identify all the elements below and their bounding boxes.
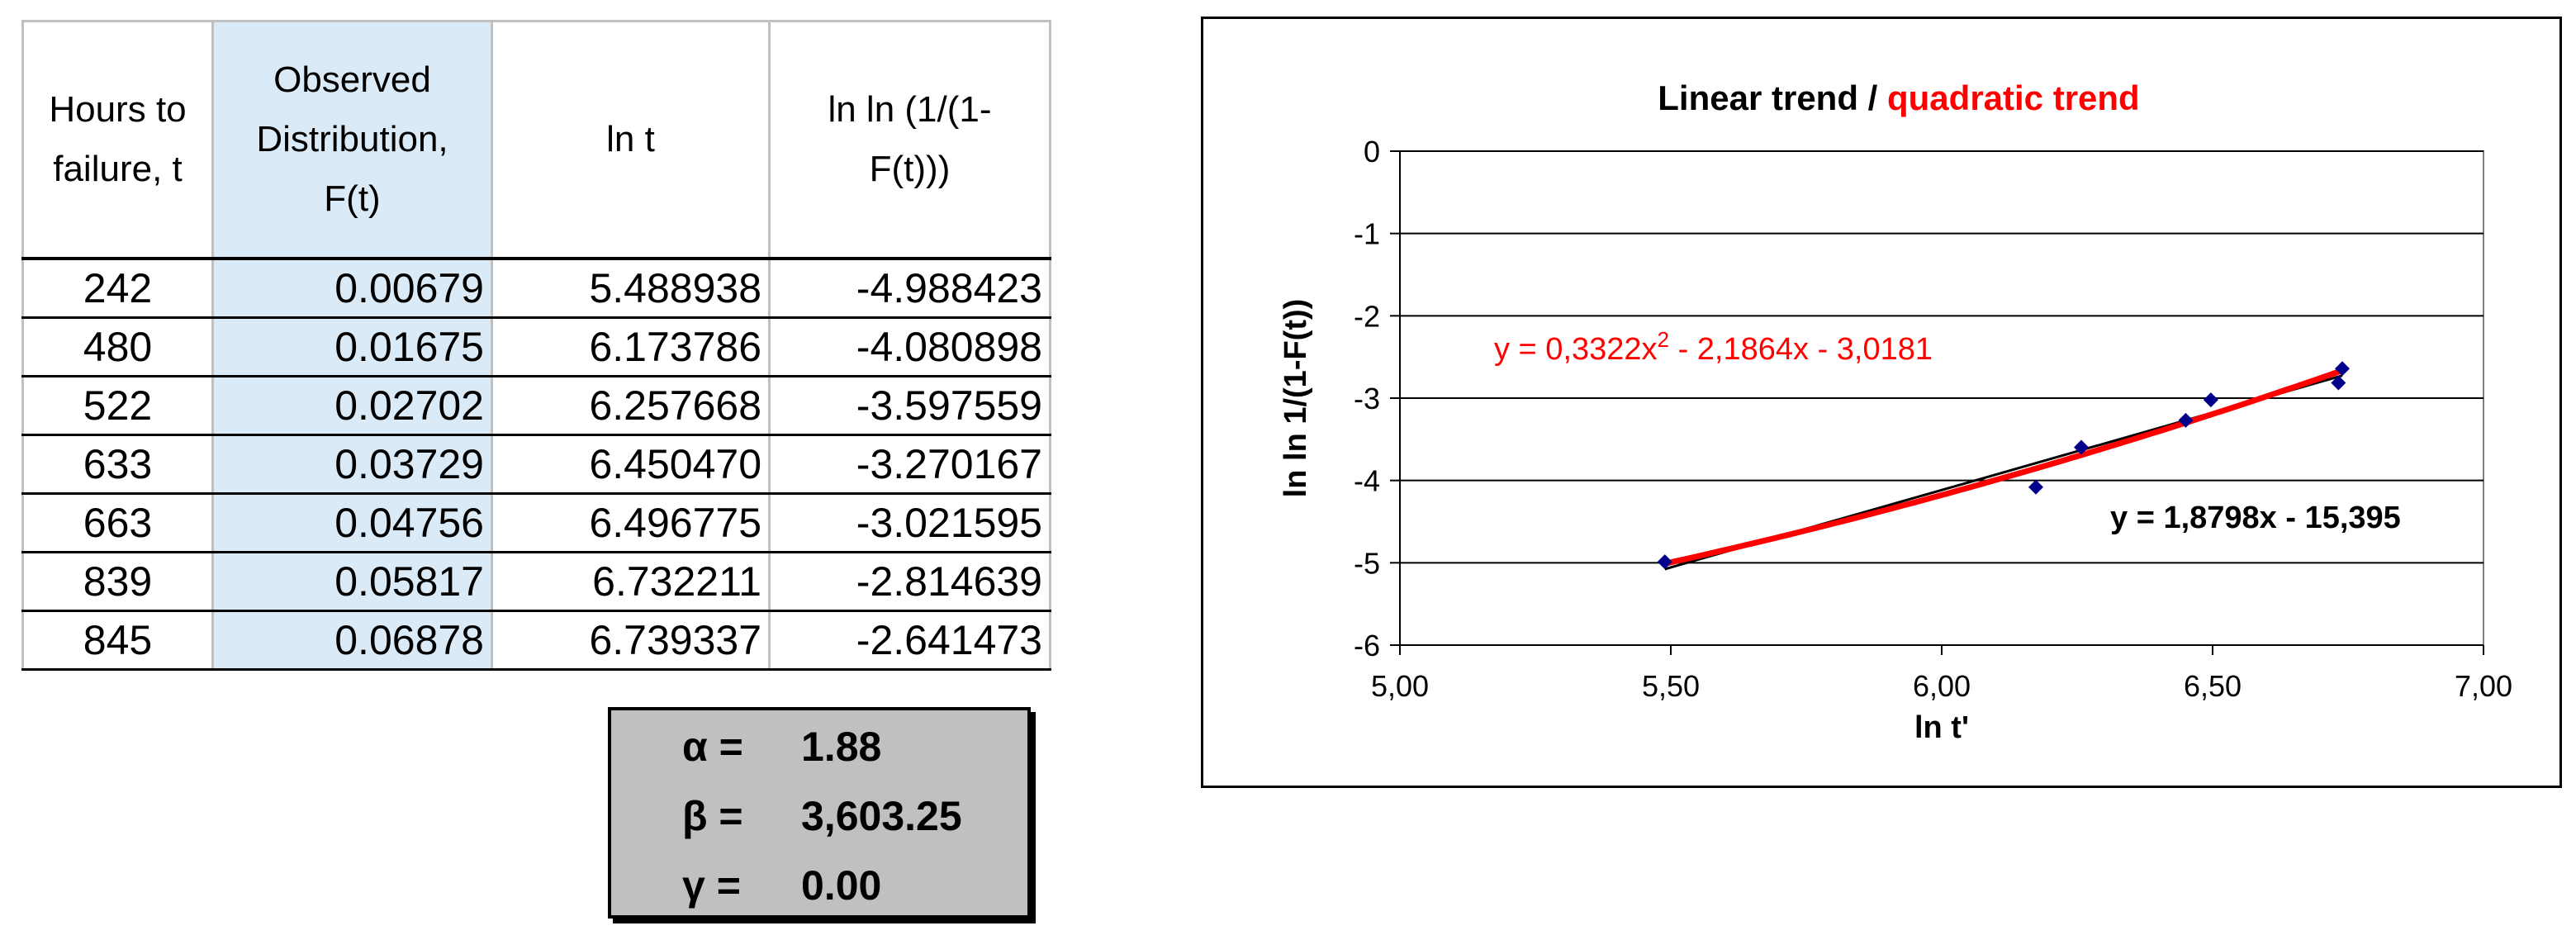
y-axis-label: ln ln 1/(1-F(t))	[1279, 299, 1313, 498]
chart-area: 0 -1 -2 -3 -4 -5 -6 5,00 5,50 6,00 6,50 7,00 Linear …	[1201, 17, 2562, 788]
weibull-parameters-box: α = 1.88 β = 3,603.25 γ = 0.00	[608, 707, 1031, 919]
header-hours-to-failure: Hours to failure, t	[21, 20, 214, 259]
chart-title: Linear trend / quadratic trend	[1658, 78, 2139, 117]
y-tick-label: -3	[1354, 382, 1380, 415]
data-table: Hours to failure, t Observed Distributio…	[21, 20, 1051, 671]
cell-distribution: 0.02702	[212, 376, 493, 436]
data-point	[2203, 392, 2218, 408]
cell-hours: 845	[21, 610, 214, 671]
cell-hours: 480	[21, 317, 214, 377]
cell-ln-t: 6.173786	[491, 317, 771, 377]
cell-ln-ln: -4.988423	[769, 259, 1051, 319]
cell-ln-t: 6.739337	[491, 610, 771, 671]
cell-distribution: 0.05817	[212, 552, 493, 612]
y-tick-label: -6	[1354, 629, 1380, 662]
chart-title-part: quadratic trend	[1887, 78, 2140, 117]
table-row: 839 0.05817 6.732211 -2.814639	[21, 552, 1051, 612]
table-row: 633 0.03729 6.450470 -3.270167	[21, 434, 1051, 495]
x-tick-label: 5,00	[1371, 669, 1429, 703]
cell-ln-ln: -4.080898	[769, 317, 1051, 377]
param-beta: β = 3,603.25	[611, 781, 1027, 851]
table-header-row: Hours to failure, t Observed Distributio…	[21, 20, 1051, 259]
table-row: 663 0.04756 6.496775 -3.021595	[21, 493, 1051, 553]
param-gamma: γ = 0.00	[611, 851, 1027, 920]
cell-distribution: 0.03729	[212, 434, 493, 495]
y-tick-label: -1	[1354, 217, 1380, 251]
cell-hours: 663	[21, 493, 214, 553]
data-point	[1657, 554, 1672, 570]
table-row: 480 0.01675 6.173786 -4.080898	[21, 317, 1051, 377]
header-ln-ln: ln ln (1/(1- F(t)))	[769, 20, 1051, 259]
cell-distribution: 0.00679	[212, 259, 493, 319]
table-row: 845 0.06878 6.739337 -2.641473	[21, 610, 1051, 671]
x-tick-label: 6,50	[2184, 669, 2242, 703]
param-beta-label: β =	[682, 793, 743, 839]
equation-part: y = 0,3322x	[1494, 332, 1658, 367]
param-alpha: α = 1.88	[611, 712, 1027, 781]
cell-ln-t: 6.732211	[491, 552, 771, 612]
cell-ln-t: 6.496775	[491, 493, 771, 553]
x-tick-label: 5,50	[1642, 669, 1700, 703]
weibull-plot: 0 -1 -2 -3 -4 -5 -6 5,00 5,50 6,00 6,50 7,00 Linear …	[1279, 78, 2512, 745]
y-tick-label: -4	[1354, 464, 1380, 498]
chart-title-part: Linear trend /	[1658, 78, 1887, 117]
data-point	[2028, 479, 2044, 495]
equation-part: 2	[1658, 327, 1669, 352]
table-row: 242 0.00679 5.488938 -4.988423	[21, 259, 1051, 319]
y-tick-label: 0	[1364, 135, 1380, 169]
cell-hours: 633	[21, 434, 214, 495]
data-point	[2335, 361, 2351, 377]
cell-ln-t: 6.450470	[491, 434, 771, 495]
param-gamma-label: γ =	[682, 862, 741, 909]
cell-ln-ln: -2.641473	[769, 610, 1051, 671]
x-tick-label: 6,00	[1913, 669, 1971, 703]
equation-part: - 2,1864x - 3,0181	[1669, 332, 1933, 367]
cell-ln-t: 5.488938	[491, 259, 771, 319]
cell-distribution: 0.04756	[212, 493, 493, 553]
y-tick-label: -2	[1354, 299, 1380, 333]
x-axis-label: ln t'	[1914, 710, 1969, 745]
param-alpha-value: 1.88	[801, 724, 882, 770]
param-alpha-label: α =	[682, 724, 743, 770]
data-point	[2178, 412, 2194, 428]
quadratic-trendline	[1663, 368, 2344, 567]
cell-hours: 522	[21, 376, 214, 436]
header-observed-distribution: Observed Distribution, F(t)	[212, 20, 493, 259]
table-row: 522 0.02702 6.257668 -3.597559	[21, 376, 1051, 436]
linear-equation-label: y = 1,8798x - 15,395	[2110, 501, 2401, 535]
data-point	[2074, 439, 2090, 455]
quadratic-equation-label: y = 0,3322x2 - 2,1864x - 3,0181	[1494, 327, 1933, 367]
cell-ln-ln: -3.597559	[769, 376, 1051, 436]
cell-ln-t: 6.257668	[491, 376, 771, 436]
y-tick-label: -5	[1354, 546, 1380, 580]
cell-distribution: 0.01675	[212, 317, 493, 377]
cell-ln-ln: -3.021595	[769, 493, 1051, 553]
cell-hours: 839	[21, 552, 214, 612]
header-ln-t: ln t	[491, 20, 771, 259]
cell-ln-ln: -2.814639	[769, 552, 1051, 612]
cell-distribution: 0.06878	[212, 610, 493, 671]
param-beta-value: 3,603.25	[801, 793, 962, 839]
data-point	[2331, 375, 2346, 391]
cell-hours: 242	[21, 259, 214, 319]
param-gamma-value: 0.00	[801, 862, 882, 909]
x-tick-label: 7,00	[2455, 669, 2512, 703]
cell-ln-ln: -3.270167	[769, 434, 1051, 495]
